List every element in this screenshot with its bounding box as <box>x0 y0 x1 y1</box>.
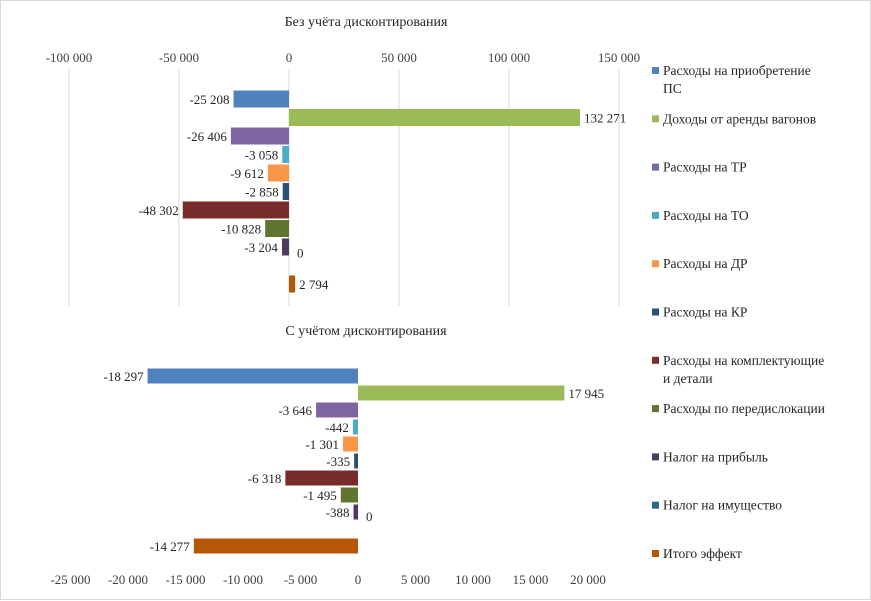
data-label: 132 271 <box>584 111 626 126</box>
legend-label: и детали <box>663 371 713 386</box>
data-label: -388 <box>326 505 350 520</box>
legend-swatch-11 <box>652 550 659 557</box>
legend-swatch-7 <box>652 356 659 364</box>
legend-label: Доходы от аренды вагонов <box>663 111 816 126</box>
bar-1-9 <box>281 238 289 256</box>
legend-swatch-10 <box>652 501 659 509</box>
x-tick-label: 0 <box>286 50 293 65</box>
x-tick-label: 50 000 <box>381 50 417 65</box>
data-label: -1 301 <box>305 437 339 452</box>
x-tick-label: 100 000 <box>488 50 530 65</box>
x-tick-label: -20 000 <box>108 572 148 587</box>
x-tick-label: -50 000 <box>159 50 199 65</box>
data-label: -3 058 <box>245 148 279 163</box>
x-tick-label: -10 000 <box>223 572 263 587</box>
data-label: 0 <box>297 246 304 261</box>
x-tick-label: 150 000 <box>598 50 640 65</box>
legend-label: Расходы на ДР <box>663 256 748 271</box>
bar-2-8 <box>340 487 358 503</box>
bar-2-7 <box>285 470 358 486</box>
bar-1-5 <box>267 164 289 182</box>
data-label: -335 <box>326 454 350 469</box>
x-tick-label: 10 000 <box>455 572 491 587</box>
data-label: -14 277 <box>150 539 191 554</box>
legend-swatch-9 <box>652 453 659 461</box>
bar-1-8 <box>265 220 289 237</box>
legend-swatch-2 <box>652 115 659 123</box>
x-tick-label: -5 000 <box>284 572 318 587</box>
bar-1-4 <box>282 146 289 163</box>
legend-label: Итого эффект <box>663 546 742 561</box>
chart-title-1: Без учёта дисконтирования <box>285 15 448 30</box>
x-tick-label: 5 000 <box>401 572 430 587</box>
bar-1-3 <box>230 127 289 145</box>
bar-2-9 <box>353 504 358 520</box>
data-label: 17 945 <box>568 386 604 401</box>
data-label: -10 828 <box>221 222 261 237</box>
bar-2-3 <box>316 402 358 418</box>
data-label: 2 794 <box>299 277 329 292</box>
legend-label: Расходы на КР <box>663 305 747 320</box>
data-label: 0 <box>366 509 373 524</box>
bar-1-2 <box>289 109 580 126</box>
data-label: -18 297 <box>103 369 144 384</box>
data-label: -2 858 <box>245 185 279 200</box>
bar-2-2 <box>358 385 565 401</box>
legend-label: Расходы на ТО <box>663 208 749 223</box>
bar-1-1 <box>233 90 289 108</box>
x-tick-label: -100 000 <box>46 50 93 65</box>
bar-2-11 <box>193 538 358 554</box>
legend-swatch-8 <box>652 405 659 413</box>
x-tick-label: -15 000 <box>165 572 205 587</box>
x-tick-label: 15 000 <box>513 572 549 587</box>
data-label: -9 612 <box>230 166 264 181</box>
data-label: -1 495 <box>303 488 337 503</box>
bar-2-4 <box>352 419 358 435</box>
legend-label: ПС <box>663 81 682 96</box>
bar-1-7 <box>182 201 289 219</box>
legend-label: Расходы на ТР <box>663 160 747 175</box>
legend-label: Расходы по передислокации <box>663 401 825 416</box>
data-label: -26 406 <box>187 129 228 144</box>
legend-label: Налог на прибыль <box>663 449 768 464</box>
x-tick-label: -25 000 <box>50 572 90 587</box>
data-label: -48 302 <box>139 203 179 218</box>
data-label: -442 <box>325 420 349 435</box>
data-label: -3 646 <box>278 403 312 418</box>
data-label: -3 204 <box>244 240 278 255</box>
chart-title-2: С учётом дисконтирования <box>285 324 447 339</box>
bar-1-6 <box>282 183 289 200</box>
bar-2-6 <box>354 453 358 469</box>
data-label: -6 318 <box>248 471 282 486</box>
legend-swatch-3 <box>652 163 659 171</box>
legend-label: Расходы на комплектующие <box>663 353 824 368</box>
data-label: -25 208 <box>189 92 229 107</box>
legend-swatch-5 <box>652 260 659 268</box>
bar-1-11 <box>289 275 296 293</box>
bar-2-5 <box>343 436 358 452</box>
legend-swatch-1 <box>652 67 659 74</box>
x-tick-label: 0 <box>355 572 362 587</box>
legend-swatch-6 <box>652 308 659 316</box>
legend-label: Налог на имущество <box>663 498 782 513</box>
bar-2-1 <box>147 368 358 384</box>
x-tick-label: 20 000 <box>570 572 606 587</box>
legend-label: Расходы на приобретение <box>663 63 811 78</box>
legend-swatch-4 <box>652 211 659 219</box>
